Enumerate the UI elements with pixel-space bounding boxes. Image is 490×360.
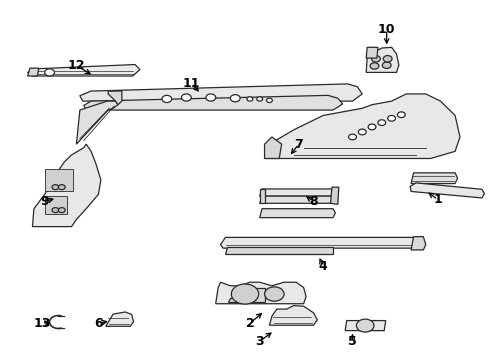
Polygon shape [260, 196, 335, 203]
Circle shape [257, 97, 263, 101]
Text: 10: 10 [378, 23, 395, 36]
Circle shape [58, 185, 65, 190]
Polygon shape [216, 282, 306, 304]
Polygon shape [411, 173, 458, 184]
Circle shape [206, 94, 216, 101]
Circle shape [52, 185, 59, 190]
Text: 8: 8 [309, 195, 318, 208]
Text: 11: 11 [182, 77, 200, 90]
Polygon shape [331, 187, 339, 204]
Circle shape [247, 97, 253, 101]
Circle shape [181, 94, 191, 101]
Polygon shape [225, 247, 333, 253]
Circle shape [370, 63, 379, 69]
Circle shape [58, 208, 65, 213]
Polygon shape [260, 209, 335, 218]
Polygon shape [366, 47, 378, 58]
Polygon shape [76, 101, 118, 144]
Polygon shape [265, 137, 282, 158]
Polygon shape [80, 84, 362, 101]
Polygon shape [45, 169, 73, 191]
Polygon shape [270, 306, 318, 325]
Circle shape [368, 124, 376, 130]
Circle shape [356, 319, 374, 332]
Text: 2: 2 [245, 317, 254, 330]
Polygon shape [410, 183, 485, 198]
Polygon shape [106, 312, 134, 326]
Polygon shape [27, 64, 140, 76]
Circle shape [52, 208, 59, 213]
Circle shape [267, 98, 272, 103]
Circle shape [371, 55, 380, 62]
Circle shape [265, 287, 284, 301]
Polygon shape [108, 91, 122, 105]
Text: 7: 7 [294, 138, 303, 150]
Polygon shape [27, 68, 39, 76]
Circle shape [162, 95, 172, 103]
Text: 6: 6 [94, 317, 103, 330]
Circle shape [388, 116, 395, 121]
Polygon shape [345, 320, 386, 330]
Polygon shape [84, 95, 343, 110]
Circle shape [383, 55, 392, 62]
Polygon shape [228, 288, 265, 302]
Circle shape [230, 95, 240, 102]
Polygon shape [411, 237, 426, 250]
Text: 9: 9 [40, 195, 49, 208]
Polygon shape [32, 144, 101, 226]
Polygon shape [265, 94, 460, 158]
Circle shape [231, 284, 259, 304]
Circle shape [45, 69, 54, 76]
Polygon shape [366, 47, 399, 72]
Polygon shape [260, 189, 265, 203]
Circle shape [378, 120, 386, 126]
Text: 3: 3 [255, 335, 264, 348]
Polygon shape [45, 196, 67, 214]
Text: 5: 5 [348, 335, 357, 348]
Circle shape [382, 62, 391, 68]
Polygon shape [260, 189, 335, 196]
Circle shape [348, 134, 356, 140]
Text: 12: 12 [68, 59, 85, 72]
Text: 4: 4 [319, 260, 327, 273]
Text: 13: 13 [33, 317, 51, 330]
Circle shape [358, 129, 366, 135]
Circle shape [397, 112, 405, 118]
Text: 1: 1 [434, 193, 442, 206]
Polygon shape [220, 237, 421, 248]
